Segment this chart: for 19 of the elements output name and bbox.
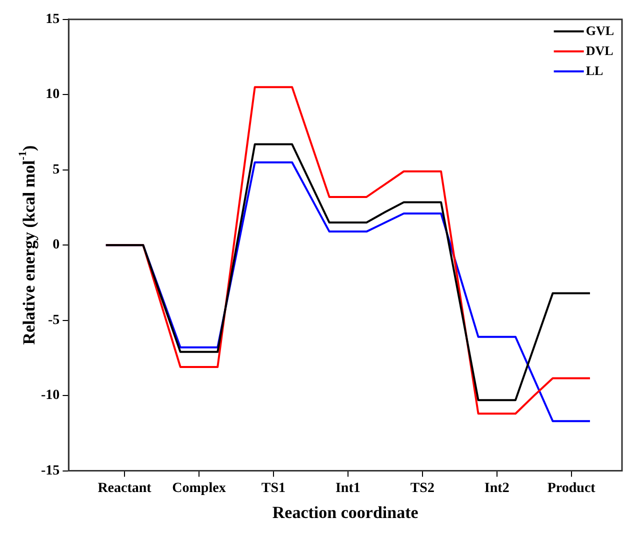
legend-label: DVL: [586, 42, 614, 58]
y-tick-label: 15: [46, 12, 60, 28]
y-axis-title: Relative energy (kcal mol-1): [16, 145, 38, 345]
y-tick-label: -15: [40, 463, 60, 478]
legend-label: GVL: [586, 22, 614, 38]
x-tick-label: Int1: [335, 480, 360, 496]
x-tick-label: Int2: [484, 480, 510, 496]
x-tick-label: Product: [547, 480, 596, 496]
legend-label: LL: [586, 62, 604, 78]
x-axis-title: Reaction coordinate: [272, 503, 419, 522]
x-tick-label: Reactant: [98, 480, 152, 496]
x-tick-label: TS2: [410, 480, 434, 496]
x-tick-label: Complex: [172, 480, 226, 496]
x-tick-label: TS1: [261, 480, 286, 496]
y-tick-label: -10: [40, 388, 60, 404]
y-tick-label: 10: [46, 87, 60, 102]
y-tick-label: 0: [52, 238, 60, 253]
y-tick-label: -5: [48, 312, 60, 328]
y-tick-label: 5: [52, 162, 60, 178]
